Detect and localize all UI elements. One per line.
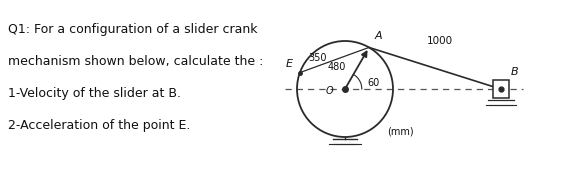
Text: O: O <box>325 86 333 96</box>
Text: E: E <box>286 59 293 69</box>
Text: 60: 60 <box>368 78 380 88</box>
Text: mechanism shown below, calculate the :: mechanism shown below, calculate the : <box>8 55 264 68</box>
Text: Q1: For a configuration of a slider crank: Q1: For a configuration of a slider cran… <box>8 23 258 36</box>
Text: A: A <box>375 32 383 41</box>
Text: 1000: 1000 <box>427 36 453 46</box>
Text: B: B <box>510 67 518 77</box>
Bar <box>492 80 509 98</box>
Text: 480: 480 <box>328 62 346 72</box>
Text: 2-Acceleration of the point E.: 2-Acceleration of the point E. <box>8 119 190 132</box>
Text: 1-Velocity of the slider at B.: 1-Velocity of the slider at B. <box>8 87 181 100</box>
Text: (mm): (mm) <box>387 127 413 137</box>
Text: 350: 350 <box>309 53 327 63</box>
